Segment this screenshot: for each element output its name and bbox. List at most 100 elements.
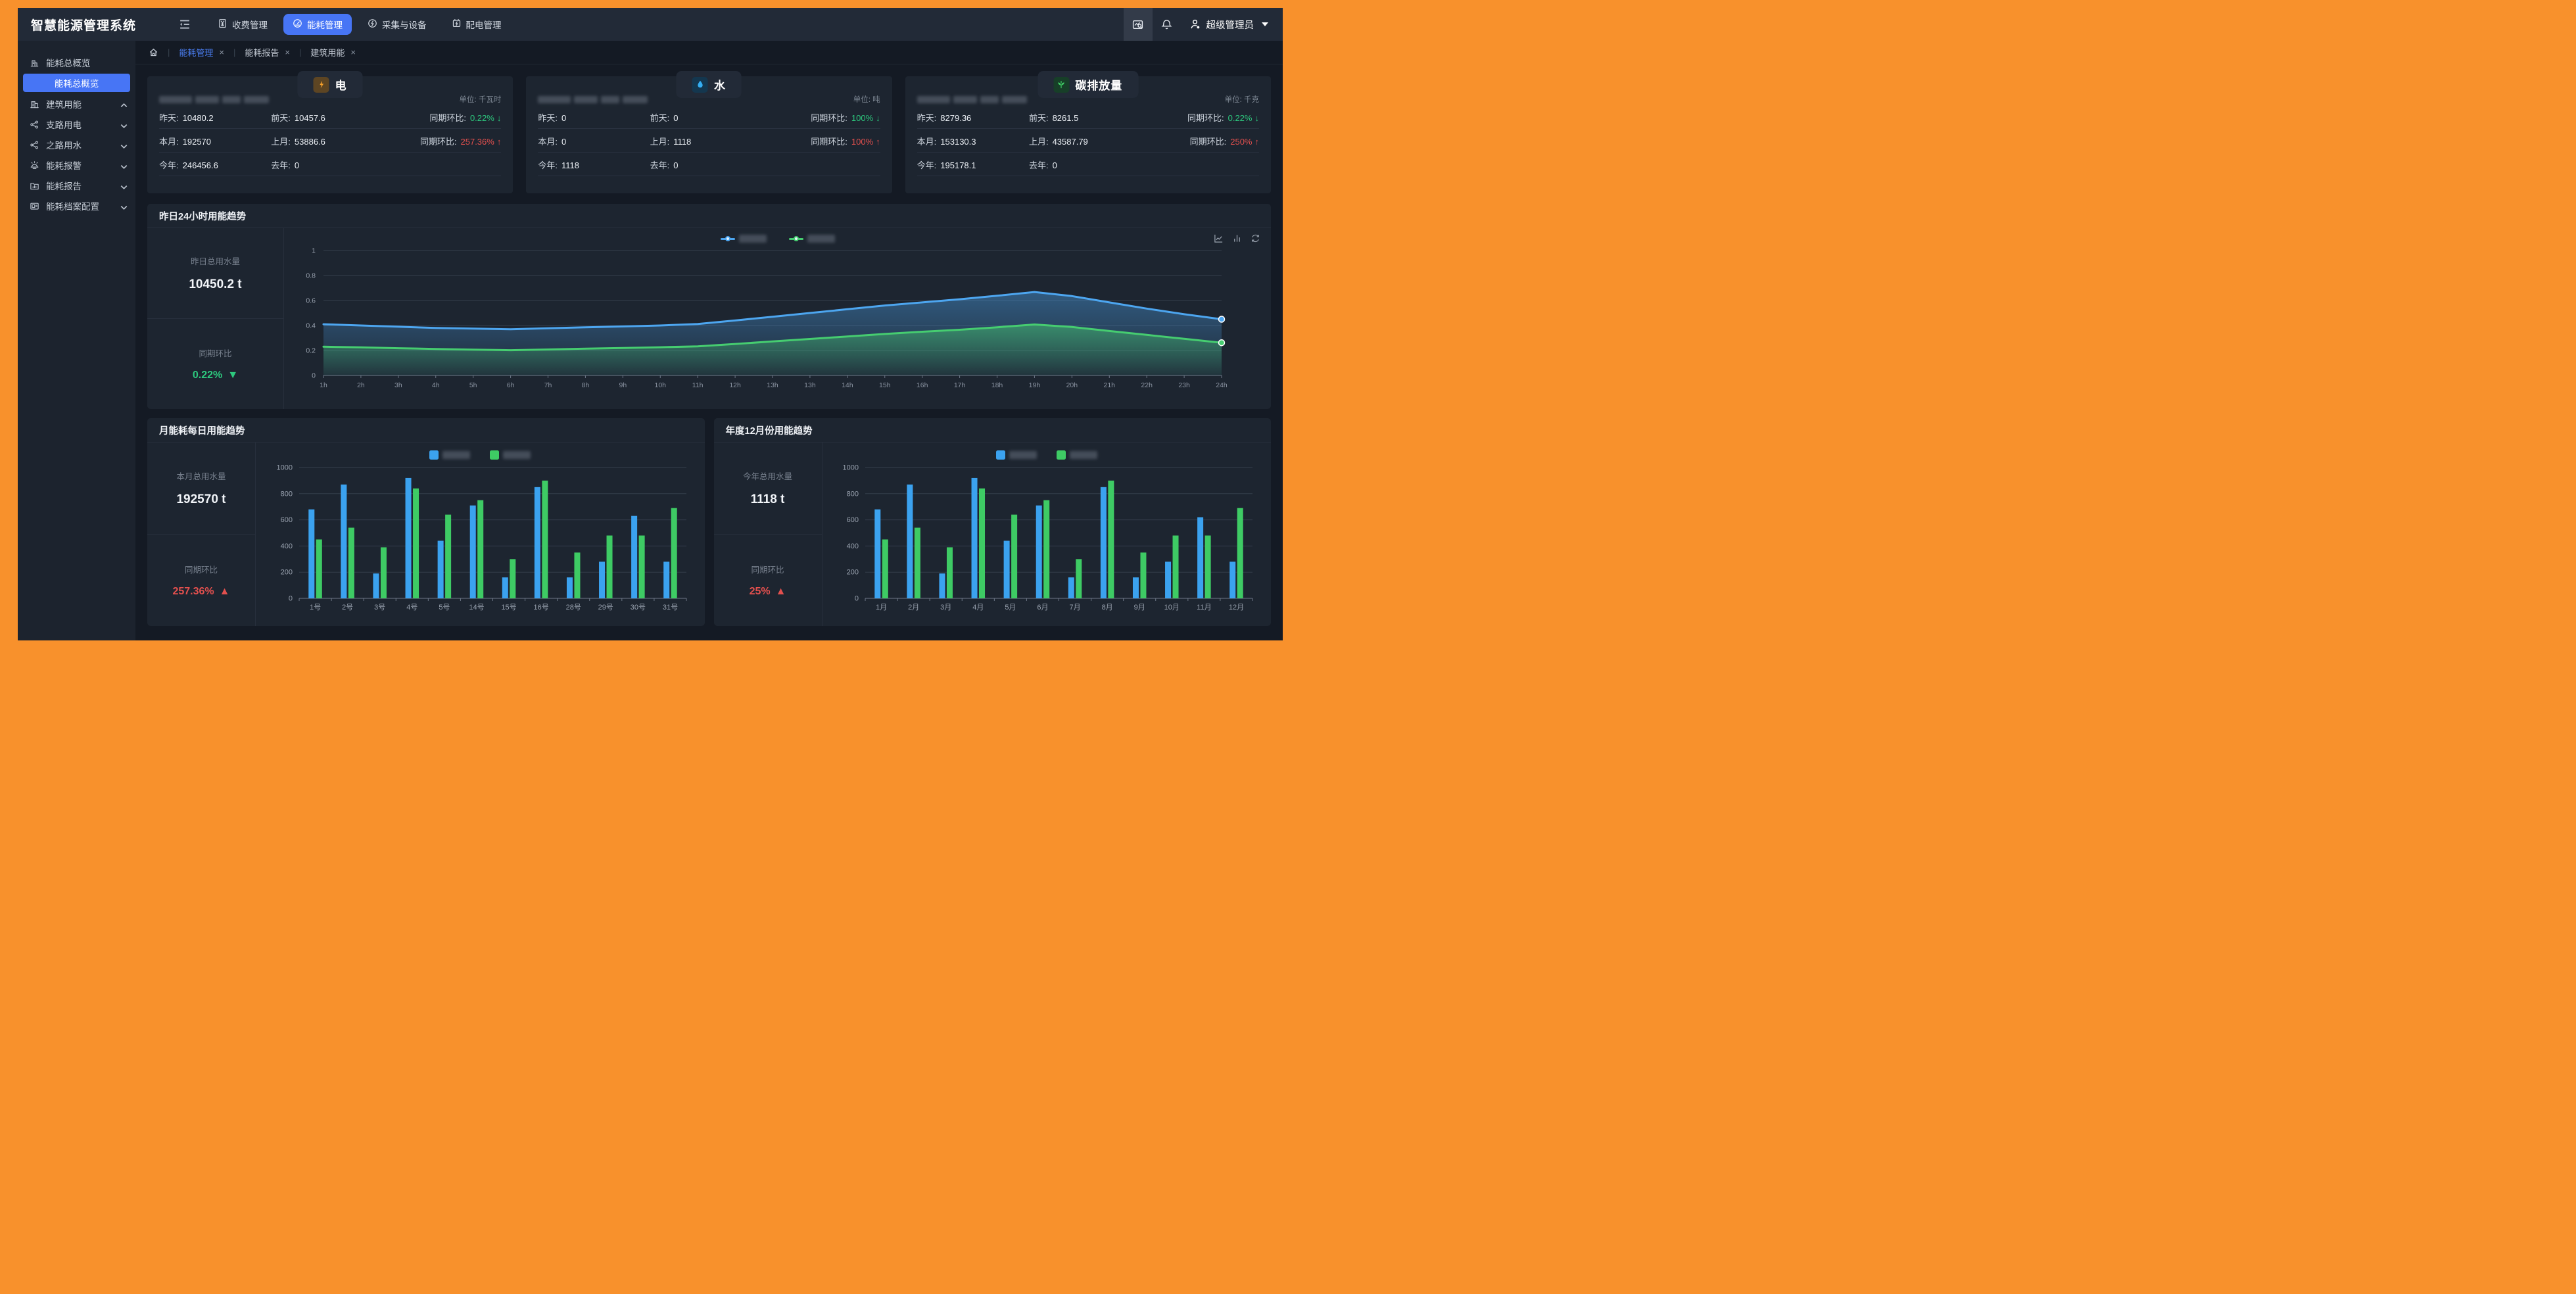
- sidebar-item-label: 能耗报警: [46, 161, 82, 171]
- svg-text:10月: 10月: [1164, 604, 1180, 611]
- legend-swatch: [490, 450, 500, 460]
- card-divider: [917, 128, 1259, 129]
- tab-label: 能耗管理: [179, 48, 214, 58]
- svg-text:3号: 3号: [374, 603, 385, 611]
- card-field: 今年: 1118: [538, 160, 579, 170]
- restore-icon[interactable]: [1251, 233, 1260, 243]
- bottom-charts-row: 月能耗每日用能趋势 本月总用水量 192570 t 同期环比 25: [147, 409, 1271, 626]
- nav-item-能耗管理[interactable]: 能耗管理: [283, 14, 352, 35]
- card-badge-label: 碳排放量: [1075, 80, 1123, 92]
- card-badge-label: 水: [713, 80, 726, 92]
- redacted-legend-label: [738, 235, 767, 243]
- legend-item[interactable]: [995, 449, 1037, 461]
- svg-text:0: 0: [312, 372, 316, 380]
- svg-text:15h: 15h: [879, 381, 891, 389]
- card-field: 去年: 0: [271, 160, 300, 170]
- svg-text:12h: 12h: [729, 381, 741, 389]
- legend-item[interactable]: [720, 235, 767, 243]
- nav-item-收费管理[interactable]: 收费管理: [208, 14, 277, 35]
- card-unit-row: 单位: 吨: [538, 93, 880, 105]
- svg-text:800: 800: [280, 490, 292, 498]
- card-badge: 碳排放量: [1038, 71, 1139, 98]
- tab-能耗报告[interactable]: 能耗报告 ×: [245, 46, 290, 59]
- card-field: 昨天: 8279.36: [917, 113, 972, 123]
- card-field: 昨天: 0: [538, 113, 567, 123]
- line-chart-icon[interactable]: [1214, 233, 1224, 243]
- svg-text:6h: 6h: [507, 381, 515, 389]
- bar-chart-icon[interactable]: [1232, 233, 1242, 243]
- card-unit: 单位: 吨: [853, 96, 880, 104]
- tab-建筑用能[interactable]: 建筑用能 ×: [310, 46, 356, 59]
- legend-line-marker: [720, 236, 735, 241]
- sidebar-item-能耗总概览[interactable]: 能耗总概览: [18, 53, 135, 72]
- card-badge-label: 电: [335, 80, 347, 92]
- card-row: 昨天: 0 前天: 0 同期环比: 100% ↓: [538, 107, 880, 128]
- close-icon[interactable]: ×: [219, 47, 224, 57]
- svg-text:16h: 16h: [917, 381, 928, 389]
- redacted-legend-label: [442, 451, 471, 459]
- billing-icon: [218, 18, 227, 30]
- svg-text:12月: 12月: [1229, 604, 1244, 611]
- close-icon[interactable]: ×: [350, 47, 356, 57]
- nav-item-配电管理[interactable]: 配电管理: [442, 14, 511, 35]
- nav-item-采集与设备[interactable]: 采集与设备: [358, 14, 436, 35]
- legend-item[interactable]: [429, 449, 471, 461]
- tab-能耗管理[interactable]: 能耗管理 ×: [179, 46, 224, 59]
- card-field: 前天: 10457.6: [271, 113, 325, 123]
- user-menu[interactable]: 超级管理员: [1181, 18, 1283, 32]
- svg-text:7h: 7h: [544, 381, 552, 389]
- arrow-up-icon: ↑: [876, 137, 880, 147]
- arrow-up-icon: ↑: [496, 137, 502, 147]
- main-content: | 能耗管理 × | 能耗报告 × | 建筑用能 × 电单位: 千瓦时 昨天: 10480.2 前天:…: [135, 41, 1283, 640]
- stat-card-水: 水单位: 吨昨天: 0 前天: 0 同期环比: 100% ↓ 本月: 0 上月: 1118 同期环比:…: [526, 71, 892, 193]
- card-field: 前天: 0: [650, 113, 679, 123]
- panel-monthly-trend: 年度12月份用能趋势 今年总用水量 1118 t 同期环比 25%: [713, 418, 1271, 626]
- nav-item-label: 采集与设备: [382, 20, 427, 30]
- sidebar-item-能耗报警[interactable]: 能耗报警: [18, 155, 135, 175]
- card-row: 昨天: 10480.2 前天: 10457.6 同期环比: 0.22% ↓: [159, 107, 501, 128]
- user-name: 超级管理员: [1206, 20, 1254, 31]
- bell-icon[interactable]: [1153, 19, 1181, 30]
- svg-text:15号: 15号: [501, 603, 516, 611]
- sidebar-subitem-能耗总概览[interactable]: 能耗总概览: [23, 74, 130, 92]
- collapse-sidebar-icon[interactable]: [178, 18, 191, 31]
- svg-text:9月: 9月: [1134, 604, 1145, 611]
- sidebar-item-能耗报告[interactable]: 能耗报告: [18, 176, 135, 195]
- sidebar-item-之路用水[interactable]: 之路用水: [18, 135, 135, 155]
- card-field: 同期环比: 100% ↑: [811, 137, 880, 147]
- chevron-down-icon: [119, 162, 128, 169]
- svg-text:13h: 13h: [804, 381, 816, 389]
- sidebar-item-能耗档案配置[interactable]: 能耗档案配置: [18, 196, 135, 216]
- legend-item[interactable]: [788, 235, 835, 243]
- card-badge: 水: [676, 71, 742, 98]
- tab-separator: |: [233, 47, 236, 57]
- legend-item[interactable]: [490, 449, 531, 461]
- close-icon[interactable]: ×: [285, 47, 290, 57]
- svg-text:23h: 23h: [1178, 381, 1190, 389]
- svg-text:30号: 30号: [631, 603, 646, 611]
- legend-swatch: [995, 450, 1005, 460]
- legend-item[interactable]: [1056, 449, 1097, 461]
- home-icon[interactable]: [149, 47, 158, 57]
- svg-text:11h: 11h: [692, 381, 704, 389]
- sidebar-item-label: 能耗报告: [46, 181, 82, 191]
- line-chart: 0 0.2 0.4 0.6 0.8 1 1h 2h 3h 4h 5h 6h 7h 8h 9h 10h 11h 12…: [284, 228, 1271, 409]
- sidebar-item-支路用电[interactable]: 支路用电: [18, 114, 135, 134]
- svg-text:5号: 5号: [439, 603, 450, 611]
- arrow-down-icon: ↓: [876, 113, 880, 123]
- navbar: 智慧能源管理系统 收费管理 能耗管理 采集与设备 配电管理 超级管理员: [18, 8, 1283, 41]
- branch-icon: [30, 120, 38, 128]
- stat-cards-row: 电单位: 千瓦时 昨天: 10480.2 前天: 10457.6 同期环比: 0.22% ↓ 本…: [147, 71, 1271, 193]
- sidebar-item-label: 能耗总概览: [46, 59, 91, 68]
- card-field: 去年: 0: [1028, 160, 1057, 170]
- svg-text:8h: 8h: [582, 381, 590, 389]
- svg-text:8月: 8月: [1102, 604, 1113, 611]
- card-field: 今年: 246456.6: [159, 160, 218, 170]
- lightning-icon: [313, 76, 329, 93]
- sidebar-item-建筑用能[interactable]: 建筑用能: [18, 94, 135, 114]
- card-unit-row: 单位: 千克: [917, 93, 1259, 105]
- chevron-down-icon: [119, 141, 128, 149]
- card-field: 昨天: 10480.2: [159, 113, 214, 123]
- app-window: 智慧能源管理系统 收费管理 能耗管理 采集与设备 配电管理 超级管理员 能耗总概览 能耗…: [18, 8, 1283, 640]
- chart-search-icon[interactable]: [1123, 8, 1153, 41]
